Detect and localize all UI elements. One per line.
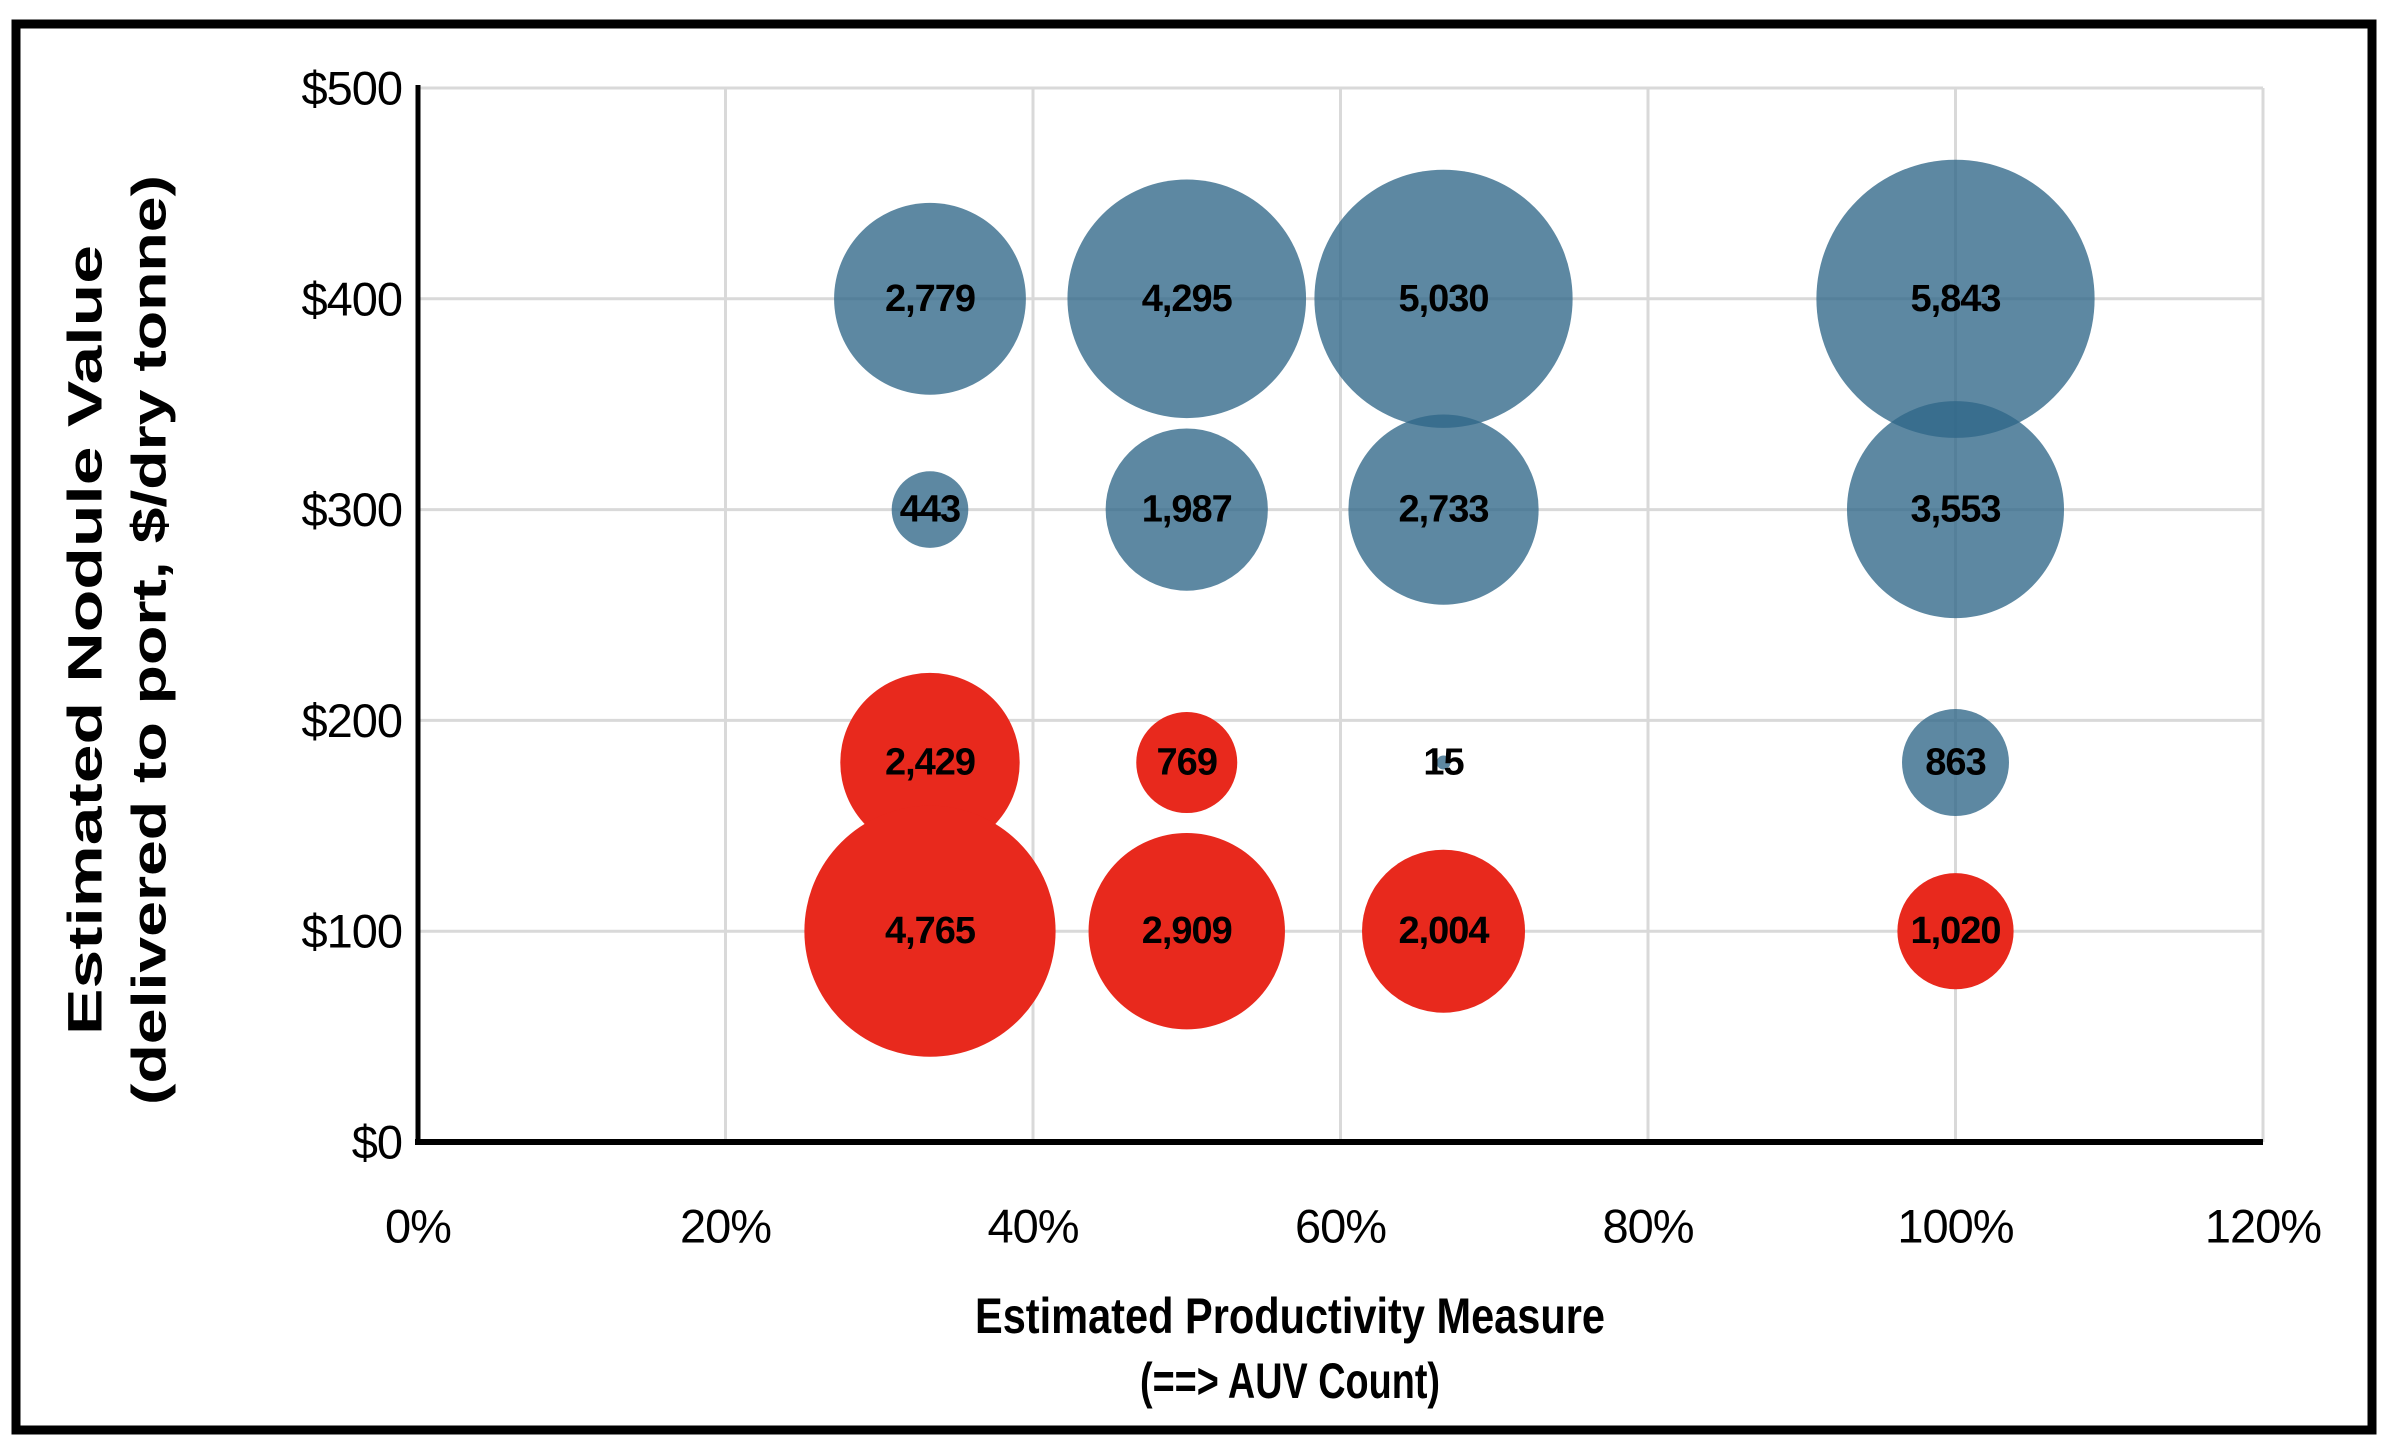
blue-bubble [1105,428,1268,591]
y-axis-title-line2: (delivered to port, $/dry tonne) [124,175,177,1105]
x-tick-label: 80% [1602,1200,1693,1253]
x-tick-labels: 0% 20% 40% 60% 80% 100% 120% [385,1200,2322,1253]
x-axis-title-line2: (==> AUV Count) [1140,1353,1440,1409]
bubble-value-label: 863 [1925,742,1985,784]
bubble-value-label: 769 [1157,742,1217,784]
bubble-value-label: 5,843 [1910,278,2000,320]
x-tick-label: 60% [1295,1200,1386,1253]
bubble-value-label: 3,553 [1910,489,2000,531]
x-tick-label: 120% [2205,1200,2321,1253]
bubble-value-label: 5,030 [1398,278,1488,320]
x-tick-label: 40% [987,1200,1078,1253]
bubble-value-label: 2,909 [1142,910,1232,952]
blue-bubble [1348,414,1539,605]
blue-bubble [1847,401,2064,619]
y-tick-labels: $0 $100 $200 $300 $400 $500 [301,62,403,1169]
y-axis-title-line1: Estimated Nodule Value [60,245,113,1035]
y-tick-label: $0 [352,1116,402,1169]
red-bubble [804,805,1056,1057]
blue-bubble [1436,755,1451,770]
y-tick-label: $300 [301,483,402,536]
chart-frame [11,19,2377,1435]
x-axis-title-line1: Estimated Productivity Measure [975,1288,1605,1344]
blue-bubble [1067,179,1307,419]
bubble-labels: 2,779 4,295 5,030 5,843 443 1,987 2,733 3,553 15… [885,278,2002,952]
y-tick-label: $500 [301,62,402,115]
y-tick-label: $400 [301,272,402,325]
y-tick-label: $100 [301,905,402,958]
blue-bubble [1314,169,1573,428]
red-bubble [840,672,1020,853]
axes [415,85,2263,1145]
bubble-value-label: 4,295 [1142,278,1233,320]
bubble-value-label: 443 [900,489,960,531]
blue-bubble [834,202,1026,395]
red-bubble [1088,833,1285,1030]
bubble-value-label: 2,733 [1398,489,1488,531]
y-tick-label: $200 [301,694,402,747]
red-bubble [1362,849,1526,1013]
blue-bubble [1816,159,2095,438]
bubble-value-label: 1,987 [1142,489,1232,531]
bubble-value-label: 2,004 [1398,910,1489,952]
bubble-value-label: 2,429 [885,742,975,784]
x-tick-label: 0% [385,1200,451,1253]
red-bubble [1897,873,2014,990]
bubble-value-label: 15 [1423,742,1464,784]
bubble-series [804,159,2095,1057]
red-bubble [1136,712,1238,814]
blue-bubble [1902,709,2009,817]
x-tick-label: 100% [1897,1200,2013,1253]
bubble-value-label: 1,020 [1910,910,2000,952]
x-tick-label: 20% [680,1200,771,1253]
blue-bubble [891,471,969,548]
bubble-value-label: 4,765 [885,910,976,952]
bubble-value-label: 2,779 [885,278,975,320]
